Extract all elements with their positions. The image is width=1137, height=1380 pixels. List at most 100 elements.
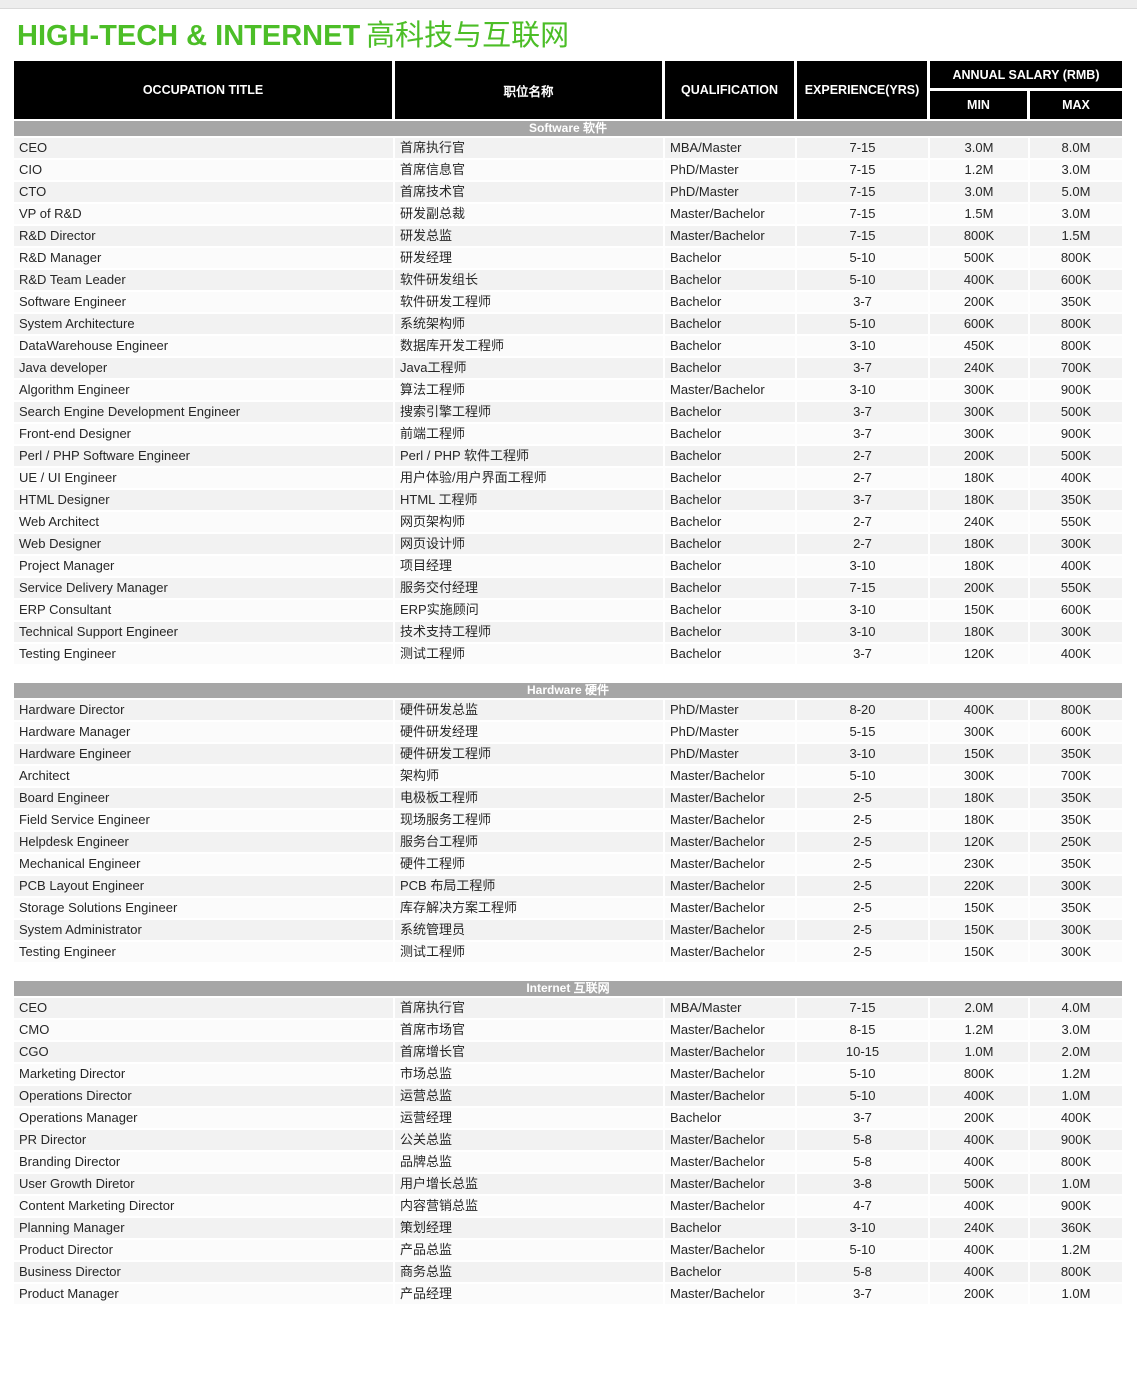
table-row: Content Marketing Director 内容营销总监 Master/B… <box>14 1196 1122 1218</box>
table-row: Search Engine Development Engineer 搜索引擎工程… <box>14 402 1122 424</box>
salary-min-cell: 300K <box>930 766 1030 788</box>
table-body: Software 软件 CEO 首席执行官 MBA/Master 7-15 3.0M 8.0… <box>14 119 1122 1306</box>
salary-min-cell: 1.5M <box>930 204 1030 226</box>
occupation-title-cell: HTML Designer <box>14 490 395 512</box>
job-title-zh-cell: 首席市场官 <box>395 1020 665 1042</box>
table-row: Project Manager 项目经理 Bachelor 3-10 180K 400K <box>14 556 1122 578</box>
occupation-title-cell: Web Architect <box>14 512 395 534</box>
occupation-title-cell: UE / UI Engineer <box>14 468 395 490</box>
salary-max-cell: 1.0M <box>1030 1174 1122 1196</box>
salary-min-cell: 3.0M <box>930 182 1030 204</box>
qualification-cell: Master/Bachelor <box>665 832 797 854</box>
column-header-occupation-title: OCCUPATION TITLE <box>14 61 395 119</box>
table-row: Front-end Designer 前端工程师 Bachelor 3-7 300K 90… <box>14 424 1122 446</box>
qualification-cell: Master/Bachelor <box>665 854 797 876</box>
job-title-zh-cell: HTML 工程师 <box>395 490 665 512</box>
experience-cell: 7-15 <box>797 998 930 1020</box>
salary-max-cell: 3.0M <box>1030 160 1122 182</box>
experience-cell: 3-7 <box>797 358 930 380</box>
salary-min-cell: 150K <box>930 898 1030 920</box>
occupation-title-cell: R&D Team Leader <box>14 270 395 292</box>
occupation-title-cell: Java developer <box>14 358 395 380</box>
experience-cell: 5-8 <box>797 1262 930 1284</box>
experience-cell: 7-15 <box>797 160 930 182</box>
salary-max-cell: 300K <box>1030 920 1122 942</box>
occupation-title-cell: Board Engineer <box>14 788 395 810</box>
salary-max-cell: 300K <box>1030 534 1122 556</box>
occupation-title-cell: Operations Manager <box>14 1108 395 1130</box>
job-title-zh-cell: 首席技术官 <box>395 182 665 204</box>
salary-max-cell: 350K <box>1030 490 1122 512</box>
salary-max-cell: 1.5M <box>1030 226 1122 248</box>
table-row: Web Designer 网页设计师 Bachelor 2-7 180K 300K <box>14 534 1122 556</box>
experience-cell: 7-15 <box>797 204 930 226</box>
qualification-cell: Master/Bachelor <box>665 1086 797 1108</box>
job-title-zh-cell: 软件研发组长 <box>395 270 665 292</box>
experience-cell: 2-5 <box>797 898 930 920</box>
qualification-cell: Master/Bachelor <box>665 898 797 920</box>
job-title-zh-cell: 研发经理 <box>395 248 665 270</box>
occupation-title-cell: Marketing Director <box>14 1064 395 1086</box>
qualification-cell: Bachelor <box>665 336 797 358</box>
occupation-title-cell: PR Director <box>14 1130 395 1152</box>
table-row: Storage Solutions Engineer 库存解决方案工程师 Maste… <box>14 898 1122 920</box>
qualification-cell: PhD/Master <box>665 160 797 182</box>
salary-max-cell: 3.0M <box>1030 204 1122 226</box>
qualification-cell: Bachelor <box>665 468 797 490</box>
job-title-zh-cell: 产品总监 <box>395 1240 665 1262</box>
section-header-hardware: Hardware 硬件 <box>14 681 1122 700</box>
experience-cell: 3-8 <box>797 1174 930 1196</box>
experience-cell: 2-7 <box>797 468 930 490</box>
qualification-cell: Master/Bachelor <box>665 1042 797 1064</box>
occupation-title-cell: Helpdesk Engineer <box>14 832 395 854</box>
experience-cell: 2-5 <box>797 942 930 964</box>
salary-min-cell: 400K <box>930 1086 1030 1108</box>
table-row: Operations Manager 运营经理 Bachelor 3-7 200K 400… <box>14 1108 1122 1130</box>
qualification-cell: Master/Bachelor <box>665 920 797 942</box>
table-row: Java developer Java工程师 Bachelor 3-7 240K 700K <box>14 358 1122 380</box>
salary-min-cell: 800K <box>930 226 1030 248</box>
experience-cell: 5-15 <box>797 722 930 744</box>
salary-max-cell: 1.2M <box>1030 1064 1122 1086</box>
occupation-title-cell: DataWarehouse Engineer <box>14 336 395 358</box>
qualification-cell: Master/Bachelor <box>665 1130 797 1152</box>
experience-cell: 3-10 <box>797 556 930 578</box>
salary-min-cell: 1.2M <box>930 160 1030 182</box>
job-title-zh-cell: Perl / PHP 软件工程师 <box>395 446 665 468</box>
job-title-zh-cell: 算法工程师 <box>395 380 665 402</box>
occupation-title-cell: PCB Layout Engineer <box>14 876 395 898</box>
occupation-title-cell: System Administrator <box>14 920 395 942</box>
salary-min-cell: 400K <box>930 700 1030 722</box>
salary-max-cell: 550K <box>1030 512 1122 534</box>
salary-max-cell: 8.0M <box>1030 138 1122 160</box>
experience-cell: 4-7 <box>797 1196 930 1218</box>
salary-min-cell: 400K <box>930 270 1030 292</box>
table-row: DataWarehouse Engineer 数据库开发工程师 Bachelor 3-… <box>14 336 1122 358</box>
experience-cell: 2-7 <box>797 534 930 556</box>
table-row: Hardware Director 硬件研发总监 PhD/Master 8-20 400… <box>14 700 1122 722</box>
experience-cell: 3-7 <box>797 1284 930 1306</box>
salary-min-cell: 300K <box>930 402 1030 424</box>
salary-min-cell: 2.0M <box>930 998 1030 1020</box>
salary-max-cell: 800K <box>1030 1262 1122 1284</box>
experience-cell: 3-7 <box>797 490 930 512</box>
occupation-title-cell: Storage Solutions Engineer <box>14 898 395 920</box>
experience-cell: 3-10 <box>797 336 930 358</box>
experience-cell: 3-7 <box>797 1108 930 1130</box>
salary-max-cell: 600K <box>1030 722 1122 744</box>
salary-min-cell: 600K <box>930 314 1030 336</box>
job-title-zh-cell: 前端工程师 <box>395 424 665 446</box>
occupation-title-cell: Perl / PHP Software Engineer <box>14 446 395 468</box>
occupation-title-cell: VP of R&D <box>14 204 395 226</box>
salary-min-cell: 400K <box>930 1152 1030 1174</box>
salary-max-cell: 800K <box>1030 336 1122 358</box>
qualification-cell: PhD/Master <box>665 182 797 204</box>
occupation-title-cell: User Growth Diretor <box>14 1174 395 1196</box>
qualification-cell: Bachelor <box>665 600 797 622</box>
experience-cell: 5-10 <box>797 1086 930 1108</box>
table-row: Helpdesk Engineer 服务台工程师 Master/Bachelor 2-… <box>14 832 1122 854</box>
occupation-title-cell: CMO <box>14 1020 395 1042</box>
occupation-title-cell: R&D Manager <box>14 248 395 270</box>
column-header-job-title-zh: 职位名称 <box>395 61 665 119</box>
occupation-title-cell: Business Director <box>14 1262 395 1284</box>
